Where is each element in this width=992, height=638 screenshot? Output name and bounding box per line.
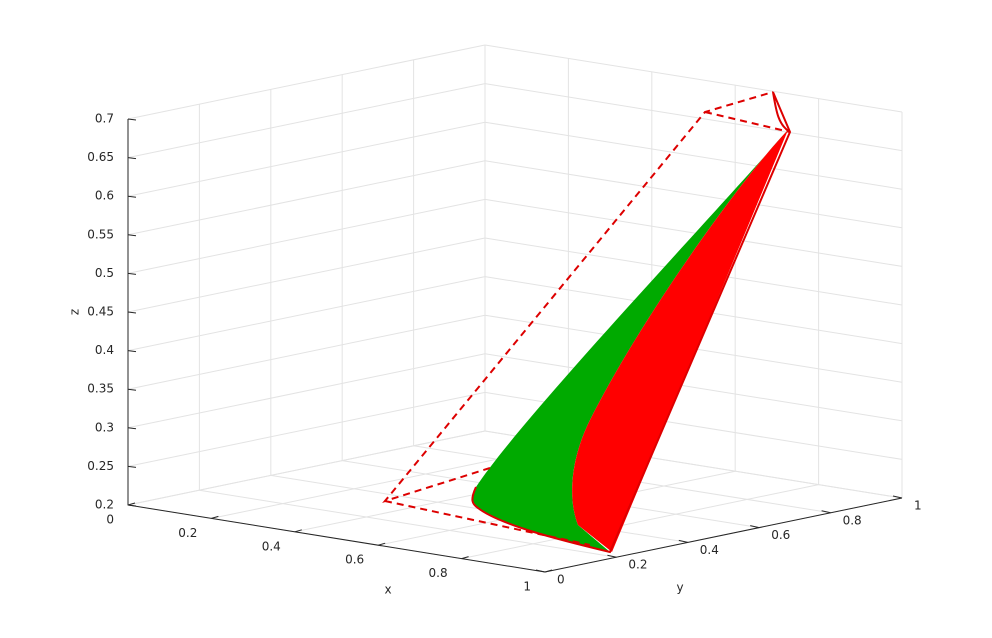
tick-mark — [127, 195, 137, 198]
tick-mark — [127, 272, 137, 275]
grid-line — [127, 314, 486, 390]
y-tick-label: 0.8 — [843, 513, 862, 527]
grid-line — [127, 160, 486, 236]
z-tick-label: 0.45 — [87, 305, 114, 319]
tick-mark — [127, 465, 137, 468]
x-tick-label: 0.2 — [178, 526, 197, 540]
y-tick-label: 0 — [557, 573, 565, 587]
grid-line — [127, 430, 486, 506]
grid-line — [484, 160, 903, 229]
z-tick-label: 0.2 — [95, 498, 114, 512]
z-tick-label: 0.4 — [95, 343, 114, 357]
tick-mark — [127, 504, 137, 507]
y-tick-label: 0.4 — [700, 543, 719, 557]
grid-line — [484, 121, 903, 190]
grid-line — [127, 276, 486, 352]
z-tick-label: 0.55 — [87, 227, 114, 241]
tick-mark — [821, 510, 831, 514]
x-tick-label: 1 — [523, 580, 531, 594]
dashed-outline — [382, 91, 791, 546]
tick-mark — [750, 525, 760, 529]
tick-mark — [461, 556, 469, 560]
tick-mark — [127, 388, 137, 391]
tick-mark — [127, 427, 137, 430]
tick-mark — [127, 311, 137, 314]
grid-line — [127, 83, 486, 159]
z-tick-label: 0.6 — [95, 189, 114, 203]
surfaces — [382, 91, 792, 554]
grid-line — [127, 44, 486, 120]
grid-line — [484, 83, 903, 152]
tick-mark — [127, 234, 137, 237]
axes: 0.20.250.30.350.40.450.50.550.60.650.700… — [87, 112, 921, 594]
grid-line — [127, 121, 486, 197]
tick-mark — [535, 569, 546, 573]
x-tick-label: 0.8 — [429, 566, 448, 580]
x-tick-label: 0.6 — [345, 553, 364, 567]
grid-line — [127, 237, 486, 313]
grid-line — [484, 353, 903, 422]
grid-line — [199, 489, 617, 558]
z-tick-label: 0.25 — [87, 459, 114, 473]
tick-mark — [892, 495, 903, 499]
tick-mark — [211, 515, 219, 519]
grid-line — [127, 198, 486, 274]
grid-line — [484, 198, 903, 267]
z-tick-label: 0.3 — [95, 420, 114, 434]
z-tick-label: 0.35 — [87, 382, 114, 396]
z-axis-label: z — [68, 309, 82, 315]
tick-mark — [127, 350, 137, 353]
z-tick-label: 0.5 — [95, 266, 114, 280]
x-tick-label: 0.4 — [262, 539, 281, 553]
surface-outline — [471, 91, 792, 554]
tick-mark — [127, 118, 137, 121]
x-tick-label: 0 — [106, 513, 114, 527]
tick-mark — [127, 157, 137, 160]
red-surface — [572, 130, 788, 552]
grid-line — [127, 391, 486, 467]
y-tick-label: 0.6 — [771, 528, 790, 542]
grid-line — [461, 484, 819, 560]
z-tick-label: 0.7 — [95, 112, 114, 126]
x-axis-label: x — [384, 583, 391, 597]
y-tick-label: 0.2 — [628, 558, 647, 572]
tick-mark — [127, 502, 136, 506]
y-tick-label: 1 — [914, 499, 922, 513]
tick-mark — [294, 529, 302, 533]
z-tick-label: 0.65 — [87, 150, 114, 164]
grid-line — [127, 353, 486, 429]
green-surface — [472, 130, 788, 552]
tick-mark — [544, 569, 553, 573]
tick-mark — [378, 542, 386, 546]
tick-mark — [607, 554, 617, 558]
grid-line — [484, 44, 903, 113]
tick-mark — [678, 539, 688, 543]
y-axis-label: y — [676, 581, 683, 595]
